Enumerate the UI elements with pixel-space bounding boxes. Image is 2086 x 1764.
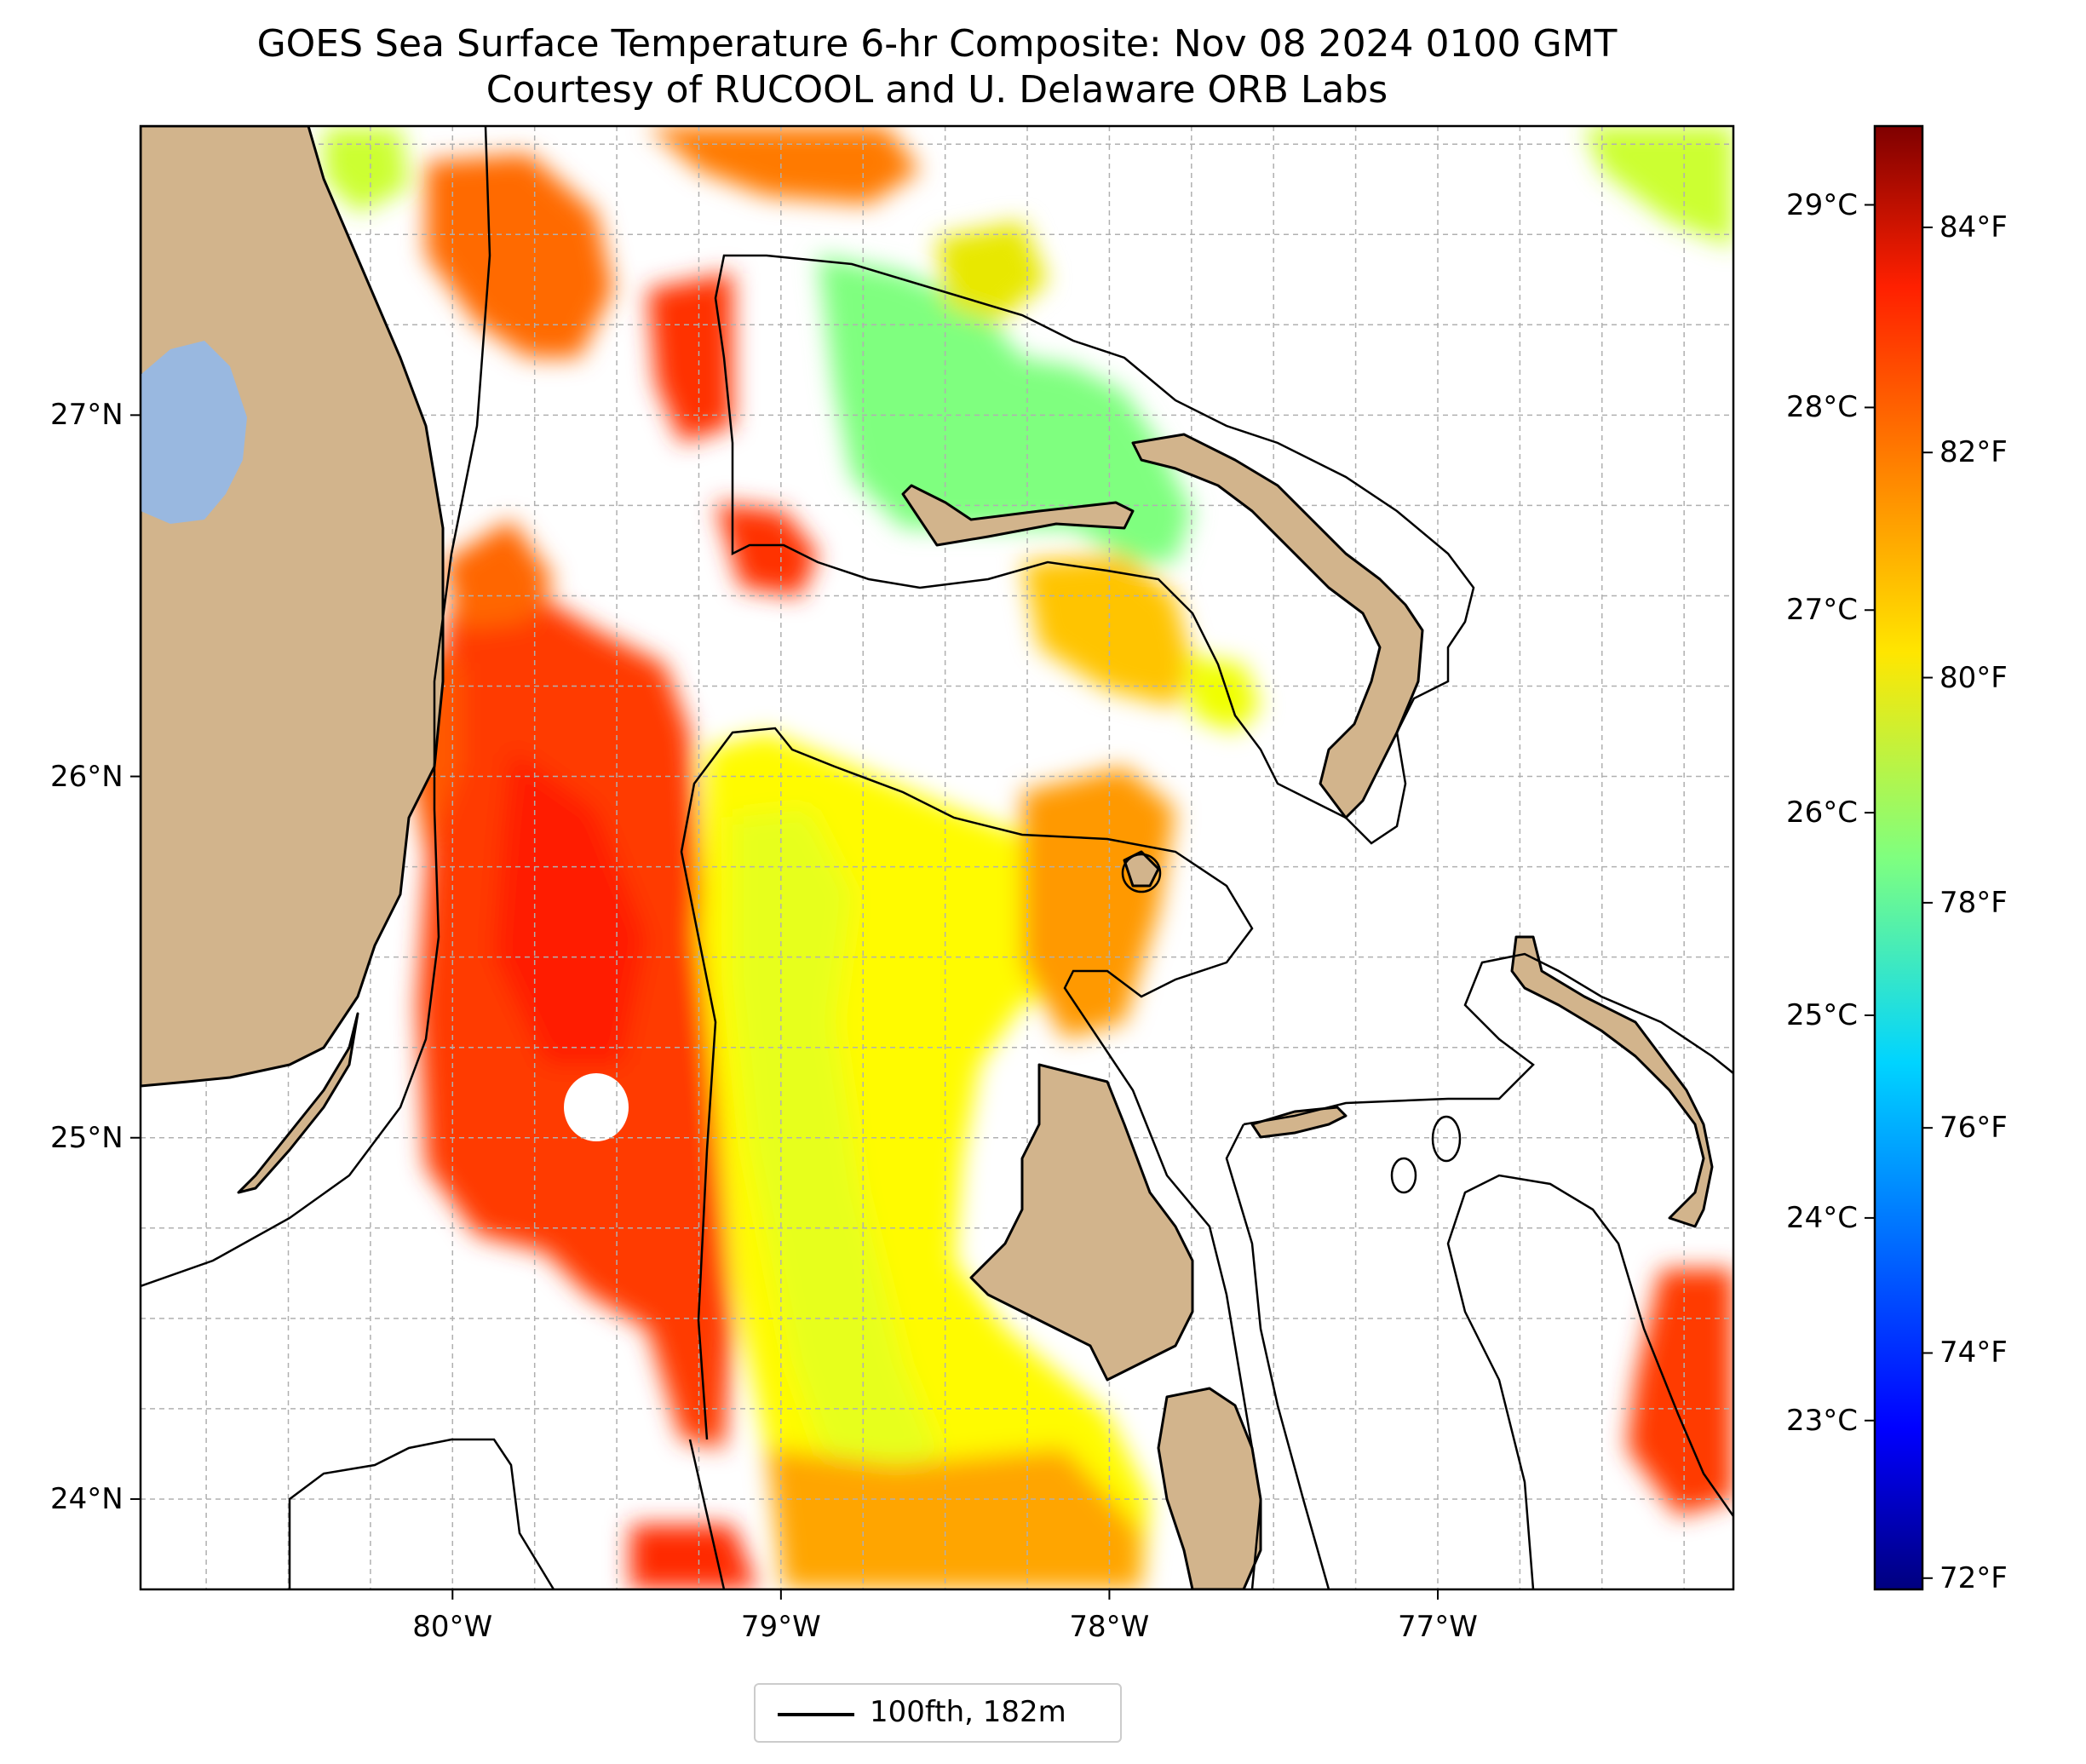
sst-region-straits-upper	[443, 520, 554, 630]
lat-tick-label: 24°N	[50, 1481, 124, 1516]
contour-straits-east	[680, 727, 1262, 1589]
colorbar-c-label: 26°C	[1786, 796, 1859, 830]
sst-region-northwest-yellow	[324, 128, 409, 213]
lat-tick-label: 26°N	[50, 759, 124, 794]
sst-field	[324, 126, 1733, 1589]
sst-region-straits-red	[715, 503, 818, 596]
colorbar-f-label: 84°F	[1939, 210, 2008, 244]
legend: 100fth, 182m	[754, 1683, 1122, 1743]
contour-southeast	[1446, 1174, 1733, 1589]
sst-region-abaco-small	[1184, 656, 1261, 733]
contour-cay-sal	[288, 1438, 555, 1589]
lake-okeechobee	[141, 341, 247, 524]
map-frame	[139, 124, 1735, 1591]
lat-tick-label: 25°N	[50, 1120, 124, 1155]
lat-tick-label: 27°N	[50, 398, 124, 433]
contour-florida-shelf	[141, 126, 491, 1288]
lon-tick-label: 77°W	[1397, 1610, 1478, 1644]
bimini-island	[1123, 850, 1160, 888]
sst-region-grand-bahama-n	[647, 273, 733, 443]
sst-region-northeast	[1584, 126, 1733, 247]
contour-tongue-of-ocean	[1243, 952, 1733, 1126]
grand-bahama-island	[901, 484, 1135, 547]
colorbar-c-label: 29°C	[1786, 187, 1859, 222]
new-providence-island	[1250, 1106, 1348, 1139]
andros-island	[969, 1063, 1194, 1382]
eleuthera-island	[1510, 935, 1714, 1228]
colorbar-f-label: 82°F	[1939, 435, 2008, 470]
colorbar-f-label: 74°F	[1939, 1336, 2008, 1370]
map-subtitle: Courtesy of RUCOOL and U. Delaware ORB L…	[486, 68, 1388, 112]
sst-region-north-top	[647, 126, 920, 204]
contour-bimini-bank	[1121, 853, 1162, 893]
colorbar-c-label: 24°C	[1786, 1200, 1859, 1235]
contour-small-bank-2	[1390, 1157, 1417, 1194]
sst-gap	[564, 1073, 629, 1141]
legend-label: 100fth, 182m	[870, 1695, 1066, 1729]
land-layer	[141, 126, 1714, 1589]
colorbar-c-label: 28°C	[1786, 390, 1859, 425]
legend-line-symbol	[778, 1713, 854, 1716]
colorbar-c-label: 23°C	[1786, 1403, 1859, 1438]
sst-region-orange-south	[767, 1448, 1141, 1589]
contour-small-bank-1	[1431, 1115, 1462, 1163]
lon-tick-label: 80°W	[412, 1610, 493, 1644]
depth-contours	[141, 126, 1733, 1589]
contour-little-bahama	[714, 254, 1475, 845]
colorbar-f-label: 80°F	[1939, 660, 2008, 695]
sst-region-gulf-stream-hot	[494, 750, 647, 1065]
sst-region-yellow-core	[733, 809, 954, 1533]
colorbar-f-label: 78°F	[1939, 885, 2008, 920]
sst-region-north-yellow	[937, 221, 1048, 324]
lon-tick-label: 79°W	[740, 1610, 821, 1644]
sst-region-north-patch	[426, 153, 613, 358]
sst-region-southeast	[1627, 1269, 1733, 1516]
colorbar-c-label: 25°C	[1786, 998, 1859, 1032]
colorbar-ticks	[1865, 204, 1933, 1579]
map-ticks	[130, 414, 1439, 1600]
lon-tick-label: 78°W	[1069, 1610, 1150, 1644]
florida-land	[141, 126, 445, 1088]
sst-region-southwest-bottom	[630, 1525, 758, 1589]
sst-region-abaco-yellow	[1022, 554, 1192, 707]
colorbar-c-label: 27°C	[1786, 593, 1859, 628]
florida-keys	[237, 1012, 359, 1194]
andros-south	[1157, 1387, 1262, 1589]
colorbar-f-label: 76°F	[1939, 1111, 2008, 1146]
contour-exuma	[1225, 1123, 1330, 1589]
colorbar-f-label: 72°F	[1939, 1560, 2008, 1595]
sst-region-orange-shelf	[1022, 767, 1175, 1039]
map-title: GOES Sea Surface Temperature 6-hr Compos…	[256, 22, 1618, 66]
colorbar	[1873, 124, 1924, 1591]
